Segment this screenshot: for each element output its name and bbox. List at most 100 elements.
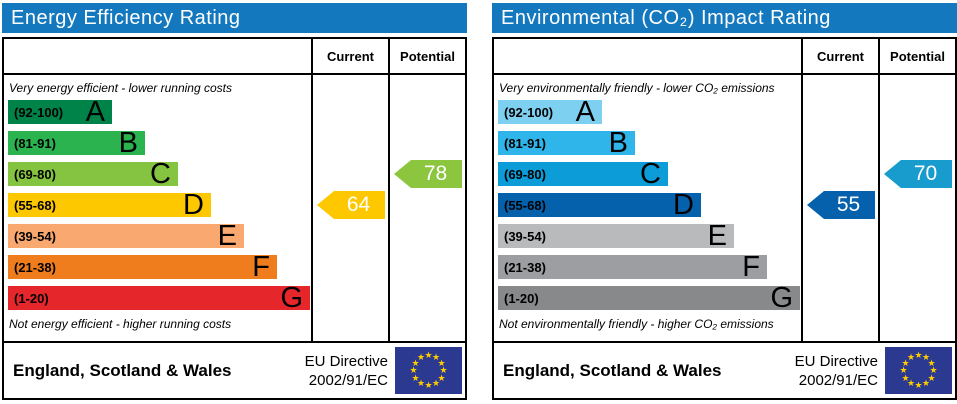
band-range: (92-100): [504, 104, 554, 120]
band-d-bar: (55-68) D: [498, 189, 701, 221]
band-range: (21-38): [14, 259, 56, 275]
current-column-header: Current: [801, 39, 878, 75]
potential-column-header: Potential: [388, 39, 465, 75]
band-letter: B: [118, 127, 138, 159]
top-note: Very environmentally friendly - lower CO…: [499, 80, 775, 95]
eu-flag-star: ★: [914, 380, 923, 390]
top-note: Very energy efficient - lower running co…: [9, 80, 232, 95]
band-range: (81-91): [14, 135, 56, 151]
eu-flag-star: ★: [901, 372, 910, 383]
band-f-bar: (21-38) F: [498, 251, 767, 283]
eu-directive-label: EU Directive 2002/91/EC: [305, 352, 388, 390]
header-blank-cell: [494, 39, 801, 75]
band-c: (69-80) C: [8, 160, 311, 189]
eu-directive-line1: EU Directive: [794, 352, 878, 370]
band-f-bar: (21-38) F: [8, 251, 277, 283]
potential-rating-arrow: 70: [884, 160, 952, 188]
eu-flag-star: ★: [431, 352, 441, 362]
band-f: (21-38) F: [498, 251, 801, 283]
band-letter: E: [707, 220, 727, 252]
band-a: (92-100) A: [8, 96, 311, 128]
bottom-note: Not environmentally friendly - higher CO…: [499, 317, 774, 331]
band-b: (81-91) B: [8, 127, 311, 159]
current-rating-arrow: 64: [317, 191, 385, 219]
current-rating-value: 55: [836, 193, 861, 216]
band-letter: C: [640, 158, 661, 190]
band-range: (55-68): [504, 197, 546, 213]
bottom-note: Not energy efficient - higher running co…: [9, 317, 232, 331]
rating-scale: Very energy efficient - lower running co…: [4, 75, 311, 341]
band-d: (55-68) D: [8, 189, 311, 221]
eu-directive-line1: EU Directive: [304, 352, 388, 370]
eu-flag-star: ★: [906, 377, 916, 388]
band-range: (39-54): [14, 228, 56, 244]
band-c: (69-80) C: [498, 158, 801, 190]
band-c-bar: (69-80) C: [498, 158, 668, 190]
eu-flag-icon: ★ ★ ★ ★ ★ ★ ★ ★ ★ ★ ★ ★: [885, 347, 952, 394]
eu-flag-star: ★: [409, 365, 418, 375]
eu-flag-star: ★: [914, 350, 923, 360]
band-d: (55-68) D: [498, 189, 801, 221]
band-letter: F: [742, 251, 760, 283]
eu-flag-star: ★: [927, 357, 936, 368]
eu-flag-star: ★: [416, 377, 426, 388]
eu-flag-star: ★: [411, 372, 420, 383]
band-f: (21-38) F: [8, 251, 311, 283]
band-letter: A: [85, 96, 105, 128]
eu-flag-icon: ★ ★ ★ ★ ★ ★ ★ ★ ★ ★ ★ ★: [395, 347, 462, 394]
eu-flag-star: ★: [431, 377, 441, 388]
band-letter: A: [575, 96, 595, 128]
eu-flag-star: ★: [921, 352, 931, 362]
band-a: (92-100) A: [498, 96, 801, 128]
band-e-bar: (39-54) E: [498, 220, 734, 252]
band-range: (1-20): [504, 290, 539, 306]
band-g: (1-20) G: [8, 284, 311, 313]
eu-flag-star: ★: [437, 357, 446, 368]
eu-flag-star: ★: [906, 352, 916, 362]
band-letter: D: [673, 189, 694, 221]
eu-flag-star: ★: [424, 350, 433, 360]
band-letter: D: [183, 189, 204, 221]
eu-flag-star: ★: [416, 352, 426, 362]
band-range: (55-68): [14, 197, 56, 213]
rating-table: Current Potential Very environmentally f…: [492, 37, 957, 343]
band-d-bar: (55-68) D: [8, 189, 211, 221]
band-g-bar: (1-20) G: [498, 282, 800, 314]
band-b: (81-91) B: [498, 127, 801, 159]
band-letter: B: [608, 127, 628, 159]
eu-flag-star: ★: [901, 357, 910, 368]
current-rating-arrow: 55: [807, 191, 875, 219]
band-a-bar: (92-100) A: [8, 96, 112, 128]
band-range: (21-38): [504, 259, 546, 275]
rating-table: Current Potential Very energy efficient …: [2, 37, 467, 343]
band-a-bar: (92-100) A: [498, 96, 602, 128]
potential-rating-value: 78: [423, 162, 448, 185]
eu-flag-star: ★: [439, 365, 448, 375]
header-blank-cell: [4, 39, 311, 75]
eu-directive-line2: 2002/91/EC: [798, 371, 878, 389]
eu-flag-star: ★: [899, 365, 908, 375]
region-label: England, Scotland & Wales: [503, 360, 722, 380]
eu-flag-star: ★: [921, 377, 931, 388]
band-e-bar: (39-54) E: [8, 220, 244, 252]
band-letter: F: [252, 251, 270, 283]
eu-flag-star: ★: [929, 365, 938, 375]
current-rating-value: 64: [346, 193, 371, 216]
band-range: (1-20): [14, 290, 49, 306]
current-column-header: Current: [311, 39, 388, 75]
band-range: (69-80): [14, 166, 56, 182]
band-b-bar: (81-91) B: [8, 127, 145, 159]
band-letter: E: [217, 220, 237, 252]
potential-column: 78: [388, 75, 465, 341]
band-range: (81-91): [504, 135, 546, 151]
eu-flag-star: ★: [927, 372, 936, 383]
band-letter: G: [770, 282, 793, 314]
band-range: (69-80): [504, 166, 546, 182]
energy-rating-panel: Energy Efficiency Rating Current Potenti…: [2, 3, 467, 400]
potential-rating-value: 70: [913, 162, 938, 185]
panel-title: Environmental (CO₂) Impact Rating: [492, 3, 957, 33]
band-g-bar: (1-20) G: [8, 284, 310, 313]
band-range: (39-54): [504, 228, 546, 244]
region-label: England, Scotland & Wales: [13, 360, 232, 380]
